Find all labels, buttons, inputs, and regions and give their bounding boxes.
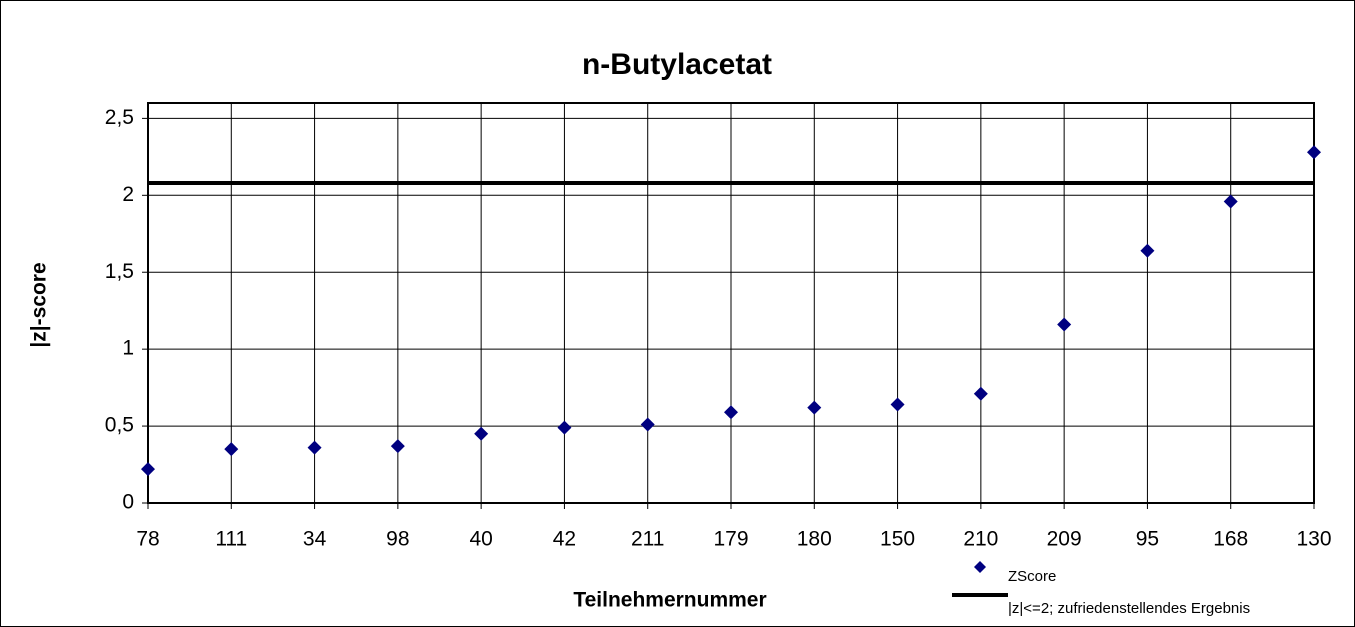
x-tick-label: 210 bbox=[963, 528, 998, 551]
x-tick-label: 150 bbox=[880, 528, 915, 551]
point bbox=[141, 462, 155, 477]
point bbox=[557, 420, 572, 435]
point bbox=[973, 386, 988, 401]
y-tick-label: 2 bbox=[122, 183, 134, 206]
y-tick-label: 0,5 bbox=[105, 414, 134, 437]
x-tick-label: 40 bbox=[469, 528, 492, 551]
y-tick-label: 2,5 bbox=[105, 106, 134, 129]
y-tick-label: 1 bbox=[122, 337, 134, 360]
y-axis-label: |z|-score bbox=[28, 262, 51, 347]
x-tick-label: 34 bbox=[303, 528, 327, 551]
chart-title: n-Butylacetat bbox=[582, 48, 772, 81]
legend-marker bbox=[974, 561, 986, 573]
x-tick-label: 42 bbox=[553, 528, 576, 551]
point bbox=[1223, 194, 1238, 209]
x-tick-label: 179 bbox=[713, 528, 748, 551]
x-tick-label: 180 bbox=[797, 528, 832, 551]
x-tick-label: 95 bbox=[1136, 528, 1159, 551]
point bbox=[224, 442, 239, 457]
x-axis-label: Teilnehmernummer bbox=[573, 589, 766, 612]
x-tick-label: 78 bbox=[136, 528, 159, 551]
x-tick-label: 211 bbox=[631, 528, 664, 551]
point bbox=[890, 397, 905, 412]
point bbox=[390, 439, 405, 454]
x-tick-label: 209 bbox=[1047, 528, 1082, 551]
legend-label: |z|<=2; zufriedenstellendes Ergebnis bbox=[1008, 600, 1250, 617]
point bbox=[307, 440, 322, 455]
y-tick-label: 1,5 bbox=[105, 260, 134, 283]
point bbox=[807, 400, 822, 415]
y-tick-label: 0 bbox=[122, 491, 134, 514]
x-tick-label: 130 bbox=[1296, 528, 1331, 551]
x-tick-label: 98 bbox=[386, 528, 409, 551]
legend-label: ZScore bbox=[1008, 568, 1056, 585]
point bbox=[724, 405, 738, 420]
point bbox=[1057, 317, 1072, 332]
point bbox=[640, 417, 655, 432]
x-tick-label: 168 bbox=[1213, 528, 1248, 551]
point bbox=[1140, 243, 1155, 258]
x-tick-label: 111 bbox=[215, 528, 247, 551]
plot-area-border bbox=[147, 102, 1315, 504]
point bbox=[1307, 145, 1321, 160]
point bbox=[474, 426, 489, 441]
